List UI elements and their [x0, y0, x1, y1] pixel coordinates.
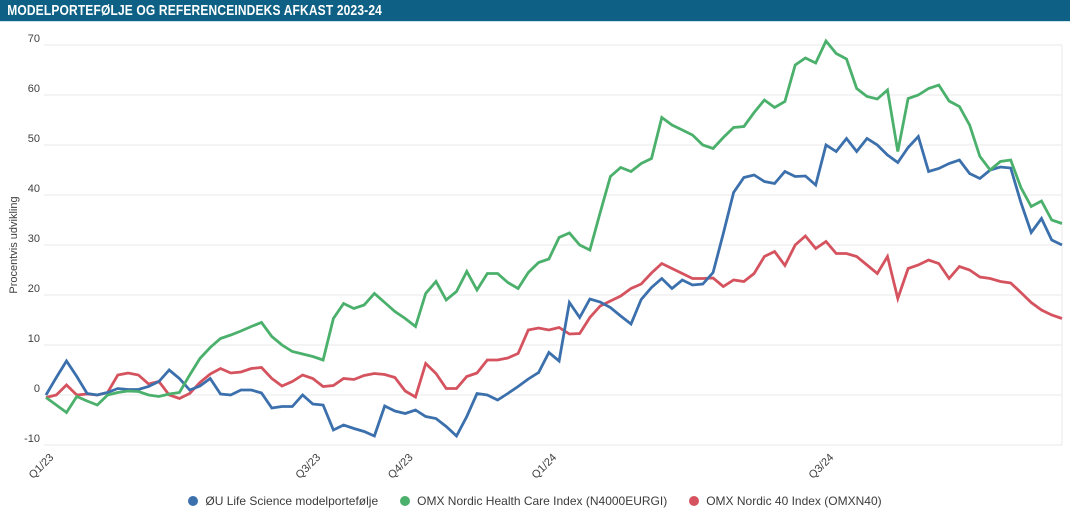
legend-item-ou-life-science: ØU Life Science modelportefølje [188, 494, 378, 508]
x-tick-label: Q1/23 [27, 452, 57, 482]
legend-item-omx-health-care: OMX Nordic Health Care Index (N4000EURGI… [400, 494, 667, 508]
legend-item-omx-nordic-40: OMX Nordic 40 Index (OMXN40) [689, 494, 882, 508]
chart-title: MODELPORTEFØLJE OG REFERENCEINDEKS AFKAS… [7, 2, 382, 19]
gridlines [44, 44, 1063, 446]
y-tick-label: 20 [28, 283, 40, 295]
legend-label-ou-life-science: ØU Life Science modelportefølje [205, 494, 379, 508]
legend-dot-omx-nordic-40 [689, 496, 700, 506]
series-lines [44, 38, 1063, 439]
chart-legend: ØU Life Science modelportefølje OMX Nordi… [0, 491, 1070, 511]
x-axis-labels: Q1/23 Q3/23 Q4/23 Q1/24 Q3/24 [27, 452, 837, 482]
y-tick-label: 30 [28, 233, 40, 245]
y-axis-title: Procentvis udvikling [8, 196, 20, 294]
y-tick-label: 10 [28, 333, 40, 345]
y-tick-label: 40 [28, 183, 40, 195]
legend-label-omx-nordic-40: OMX Nordic 40 Index (OMXN40) [706, 494, 882, 508]
legend-label-omx-health-care: OMX Nordic Health Care Index (N4000EURGI… [417, 494, 668, 508]
series-line-ou-life-science [44, 133, 1063, 439]
y-tick-label: 0 [34, 383, 40, 395]
y-axis-labels: -10 0 10 20 30 40 50 60 70 [24, 33, 40, 445]
y-tick-label: 50 [28, 133, 40, 145]
series-line-omx-health-care [45, 38, 1063, 415]
y-tick-label: -10 [24, 433, 40, 445]
x-tick-label: Q3/24 [807, 452, 837, 482]
legend-dot-ou-life-science [188, 496, 199, 506]
x-tick-label: Q1/24 [530, 452, 560, 482]
x-tick-label: Q3/23 [294, 452, 324, 482]
series-line-omx-nordic-40 [45, 233, 1063, 401]
y-tick-label: 60 [28, 83, 40, 95]
y-tick-label: 70 [28, 33, 40, 45]
x-tick-label: Q4/23 [386, 452, 416, 482]
chart-title-bar: MODELPORTEFØLJE OG REFERENCEINDEKS AFKAS… [0, 0, 1070, 22]
legend-dot-omx-health-care [400, 496, 411, 506]
